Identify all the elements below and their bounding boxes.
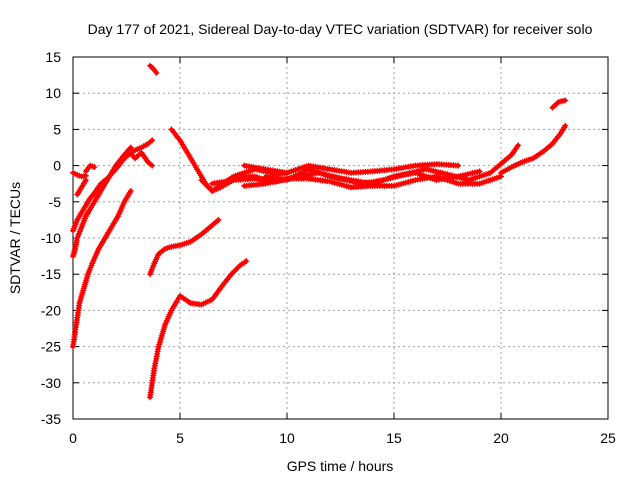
- y-tick-label: 0: [53, 158, 61, 174]
- series-arc-f: [74, 177, 89, 198]
- y-axis-label: SDTVAR / TECUs: [7, 182, 23, 294]
- x-tick-label: 20: [493, 430, 509, 446]
- data-point-markers: [262, 166, 483, 187]
- series-arc-i: [147, 216, 222, 278]
- data-point-markers: [125, 148, 156, 169]
- y-tick-label: 15: [45, 49, 61, 65]
- data-point-markers: [82, 162, 98, 175]
- y-tick-label: -35: [41, 411, 61, 427]
- y-tick-label: -5: [49, 194, 62, 210]
- y-tick-label: -20: [41, 302, 61, 318]
- series-arc-g: [125, 148, 156, 169]
- series-arc-r: [549, 97, 569, 111]
- series-arc-o: [241, 161, 462, 176]
- y-tick-label: -15: [41, 266, 61, 282]
- series-arc-p: [262, 166, 483, 187]
- chart-title: Day 177 of 2021, Sidereal Day-to-day VTE…: [88, 21, 593, 37]
- data-point-markers: [147, 258, 250, 401]
- axis-ticks: 0 5 10 15 20 25 15 10 5 0 -5 -10 -15 -20 -25 -30 -35: [41, 49, 616, 446]
- x-tick-label: 5: [176, 430, 184, 446]
- data-point-markers: [498, 122, 569, 176]
- data-point-markers: [549, 97, 569, 111]
- x-tick-label: 0: [69, 430, 77, 446]
- data-point-markers: [70, 169, 89, 180]
- series-arc-q: [498, 122, 569, 176]
- series-arc-d: [70, 144, 134, 260]
- x-tick-label: 15: [386, 430, 402, 446]
- series-arc-e: [70, 187, 134, 350]
- data-point-markers: [147, 216, 222, 278]
- y-tick-label: -10: [41, 230, 61, 246]
- series-arc-j: [147, 258, 250, 401]
- y-tick-label: -25: [41, 339, 61, 355]
- x-tick-label: 25: [600, 430, 616, 446]
- series-arc-b: [82, 162, 98, 175]
- data-point-markers: [70, 144, 134, 260]
- data-point-markers: [74, 177, 89, 198]
- data-point-markers: [147, 62, 160, 76]
- series-arc-h: [147, 62, 160, 76]
- data-markers: [70, 62, 569, 401]
- data-point-markers: [70, 187, 134, 350]
- data-point-markers: [241, 161, 462, 176]
- x-axis-label: GPS time / hours: [287, 458, 394, 474]
- y-tick-label: -30: [41, 375, 61, 391]
- y-tick-label: 5: [53, 121, 61, 137]
- series-arc-a: [70, 169, 89, 180]
- series-band: [210, 143, 521, 186]
- x-tick-label: 10: [279, 430, 295, 446]
- y-tick-label: 10: [45, 85, 61, 101]
